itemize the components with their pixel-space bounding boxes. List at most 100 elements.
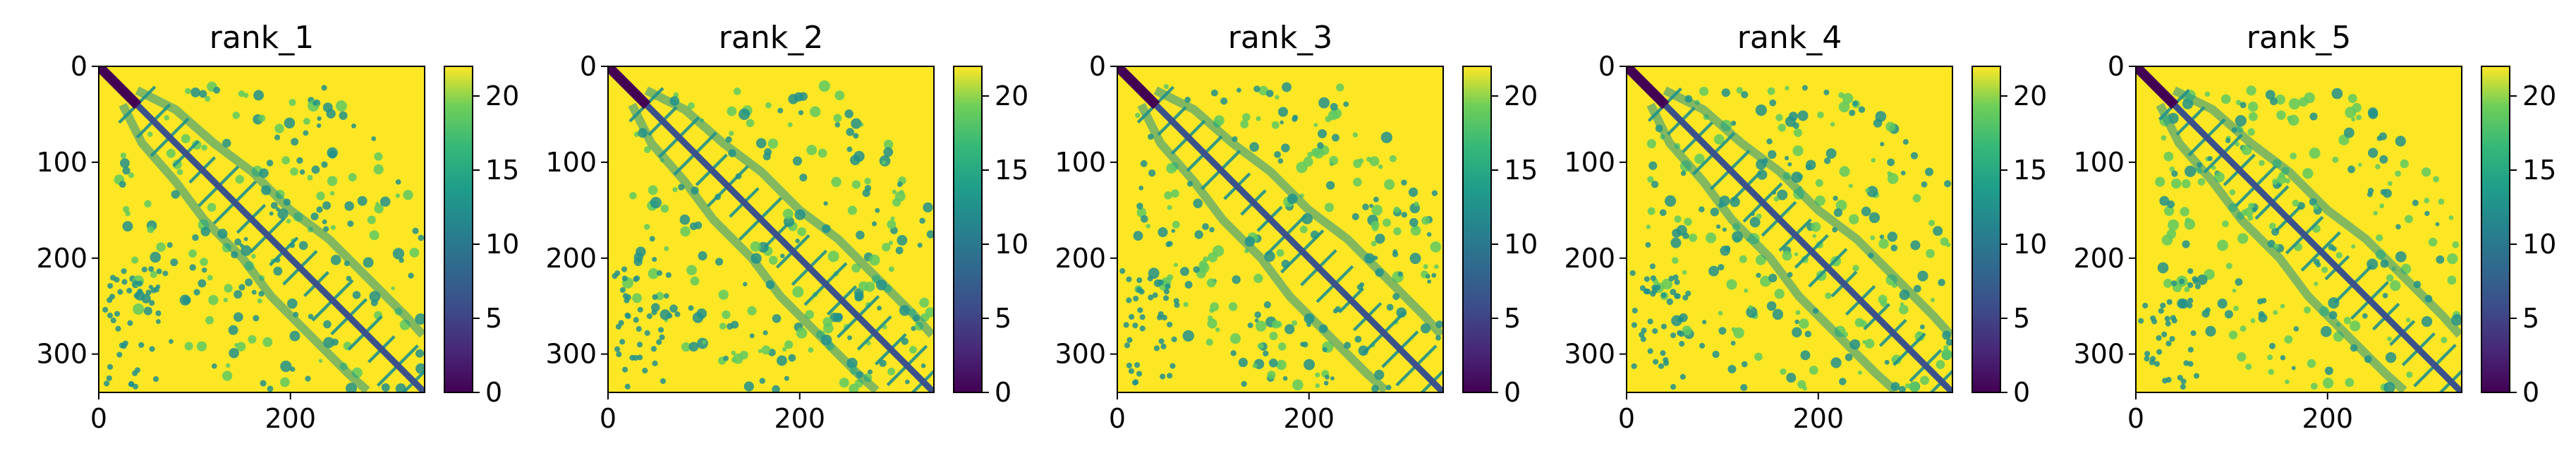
contact-blob (2373, 210, 2378, 216)
contact-blob (2166, 229, 2177, 239)
contact-blob (798, 92, 808, 101)
contact-blob (2224, 310, 2233, 319)
contact-blob (1833, 196, 1838, 201)
contact-blob (2235, 115, 2247, 127)
contact-band (1646, 102, 1898, 392)
contact-blob (1830, 121, 1835, 127)
contact-blob (152, 376, 159, 383)
contact-blob (624, 297, 630, 303)
contact-blob (329, 191, 335, 196)
contact-blob (1674, 279, 1680, 285)
contact-blob (2171, 170, 2178, 177)
contact-blob (1809, 366, 1818, 375)
contact-blob (171, 190, 180, 199)
contact-blob (1369, 203, 1374, 208)
contact-blob (2321, 266, 2328, 273)
contact-blob (1913, 284, 1921, 293)
contact-blob (2144, 356, 2150, 362)
contact-blob (107, 312, 114, 319)
contact-blob (1912, 194, 1921, 203)
contact-blob (374, 204, 384, 214)
contact-blob (1859, 320, 1867, 327)
contact-blob (395, 383, 406, 392)
contact-blob (1812, 234, 1816, 239)
contact-blob (253, 90, 265, 101)
contact-blob (262, 337, 273, 347)
contact-blob (270, 202, 278, 210)
contact-blob (335, 100, 347, 112)
contact-blob (2177, 375, 2183, 381)
contact-blob (1873, 119, 1883, 128)
contact-blob (1136, 287, 1142, 293)
contact-blob (1132, 323, 1138, 329)
contact-blob (1861, 206, 1871, 217)
contact-blob (1366, 157, 1372, 162)
contact-blob (1682, 325, 1692, 336)
contact-blob (926, 230, 934, 239)
contact-blob (2161, 331, 2168, 337)
contact-blob (1772, 308, 1784, 320)
contact-blob (2163, 278, 2173, 288)
contact-blob (1325, 181, 1335, 190)
contact-blob (2387, 336, 2392, 342)
contact-blob (2235, 142, 2240, 147)
contact-blob (1236, 88, 1241, 93)
contact-blob (739, 108, 751, 120)
contact-blob (138, 342, 145, 348)
contact-blob (1741, 90, 1749, 99)
x-tick-label: 200 (2302, 403, 2353, 434)
contact-blob (2217, 239, 2228, 251)
contact-blob (1354, 335, 1362, 343)
colorbar-tick-label: 20 (1504, 80, 1538, 112)
contact-blob (1694, 153, 1705, 164)
contact-blob (719, 323, 727, 330)
contact-band (1153, 86, 1443, 338)
contact-blob (2383, 188, 2392, 198)
contact-blob (1147, 275, 1153, 282)
contact-blob (846, 128, 854, 136)
contact-blob (867, 369, 873, 375)
contact-blob (2265, 90, 2276, 100)
contact-blob (208, 294, 219, 306)
colorbar-tick-label: 5 (2522, 303, 2539, 334)
contact-blob (1323, 380, 1329, 386)
contact-blob (1838, 378, 1847, 385)
x-tick-label: 0 (600, 403, 616, 434)
contact-blob (1352, 132, 1359, 138)
contact-blob (1645, 241, 1651, 248)
contact-blob (1864, 339, 1875, 349)
contact-blob (784, 375, 789, 381)
contact-band (628, 102, 880, 392)
contact-blob (858, 281, 869, 291)
contact-blob (1258, 85, 1269, 96)
contact-blob (679, 214, 691, 225)
contact-blob (1631, 322, 1638, 328)
contact-blob (1647, 318, 1653, 325)
contact-blob (823, 201, 828, 206)
contact-blob (181, 133, 190, 143)
y-tick-label: 300 (2073, 339, 2125, 370)
contact-blob (2298, 97, 2309, 107)
contact-blob (344, 201, 354, 211)
contact-blob (322, 201, 332, 210)
contact-blob (2229, 189, 2236, 196)
contact-blob (1800, 350, 1811, 361)
contact-blob (795, 239, 800, 243)
contact-blob (144, 200, 152, 208)
contact-blob (1792, 327, 1802, 338)
contact-blob (307, 174, 313, 181)
contact-blob (1126, 276, 1132, 282)
contact-blob (723, 355, 729, 361)
contact-blob (624, 383, 631, 390)
contact-blob (1232, 275, 1241, 284)
contact-blob (1794, 319, 1799, 325)
contact-blob (2220, 94, 2231, 104)
contact-blob (871, 221, 877, 227)
contact-blob (1229, 333, 1241, 344)
contact-blob (688, 342, 699, 352)
contact-blob (1282, 82, 1292, 92)
contact-blob (2247, 128, 2255, 136)
contact-blob (2149, 359, 2155, 366)
contact-blob (1183, 301, 1189, 308)
contact-blob (2192, 276, 2198, 282)
